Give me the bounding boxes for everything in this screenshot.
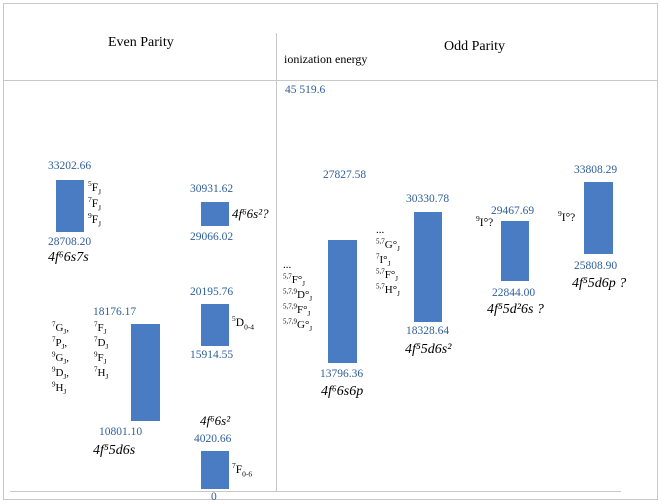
term-label: 9I°? <box>476 214 494 229</box>
level-bar-4f5-5d6s2 <box>414 212 442 322</box>
level-bottom-value: 28708.20 <box>48 236 92 248</box>
ionization-energy-value: 45 519.6 <box>285 84 326 96</box>
level-bar-4f5-5d6s <box>131 324 160 421</box>
level-bottom-value: 13796.36 <box>320 368 364 380</box>
level-bar-4f6-6s7s <box>56 180 84 232</box>
level-top-value: 29467.69 <box>491 205 535 217</box>
diagram-frame <box>3 3 658 500</box>
term-label: 5D0-4 <box>232 314 255 332</box>
config-label: 4f⁵5d6s <box>93 443 136 458</box>
term-list-right: 7FJ 7DJ 9FJ 7HJ <box>94 320 109 382</box>
term-list: ... 5,7G°J 7I°J 5,7F°J 5,7H°J <box>376 224 400 299</box>
term-label: 9I°? <box>558 209 576 224</box>
level-top-value: 18176.17 <box>93 306 137 318</box>
term-label: 7F0-6 <box>232 461 253 479</box>
level-bottom-value: 10801.10 <box>99 426 143 438</box>
baseline <box>10 491 621 492</box>
level-top-value: 20195.76 <box>190 286 234 298</box>
level-bottom-value: 22844.00 <box>492 287 536 299</box>
level-top-value: 33808.29 <box>574 164 618 176</box>
level-bar-ground <box>201 451 229 489</box>
level-top-value: 33202.66 <box>48 160 92 172</box>
config-label: 4f⁶6s² <box>200 413 231 428</box>
term-label: 7FJ <box>88 195 102 213</box>
level-top-value: 30330.78 <box>406 193 450 205</box>
term-label: 5FJ <box>88 179 102 197</box>
even-parity-header: Even Parity <box>108 35 174 50</box>
ionization-energy-label: ionization energy <box>284 52 368 66</box>
config-label: 4f⁵5d6s² <box>405 342 452 357</box>
level-bar-4f6-6s2-uncertain <box>201 202 229 226</box>
level-top-value: 27827.58 <box>323 169 367 181</box>
config-label: 4f⁵5d²6s ? <box>487 302 544 317</box>
level-bottom-value: 18328.64 <box>406 325 450 337</box>
level-bottom-value: 15914.55 <box>190 349 234 361</box>
level-bar-4f6-6s6p <box>328 240 357 363</box>
config-label: 4f⁶6s6p <box>321 384 364 399</box>
term-list-left: 7GJ, 7PJ, 9GJ, 9DJ, 9HJ <box>52 320 69 397</box>
config-label: 4f⁵5d6p ? <box>572 276 627 291</box>
level-bar-4f6-6s2 <box>201 304 229 346</box>
term-label: 9FJ <box>88 211 102 229</box>
level-bar-4f5-5d2-6s <box>501 221 529 281</box>
parity-divider <box>276 33 277 491</box>
level-bottom-value: 0 <box>211 491 217 503</box>
header-divider <box>3 80 658 81</box>
level-top-value: 30931.62 <box>190 183 234 195</box>
config-label: 4f⁶6s²? <box>232 206 269 221</box>
level-bottom-value: 25808.90 <box>574 260 618 272</box>
level-top-value: 4020.66 <box>194 433 232 445</box>
term-list: ... 5,7F°J 5,7,9D°J 5,7,9F°J 5,7,9G°J <box>283 259 313 334</box>
level-bar-4f5-5d6p <box>584 182 613 254</box>
odd-parity-header: Odd Parity <box>444 39 506 54</box>
config-label: 4f⁶6s7s <box>48 250 89 265</box>
level-bottom-value: 29066.02 <box>190 231 234 243</box>
